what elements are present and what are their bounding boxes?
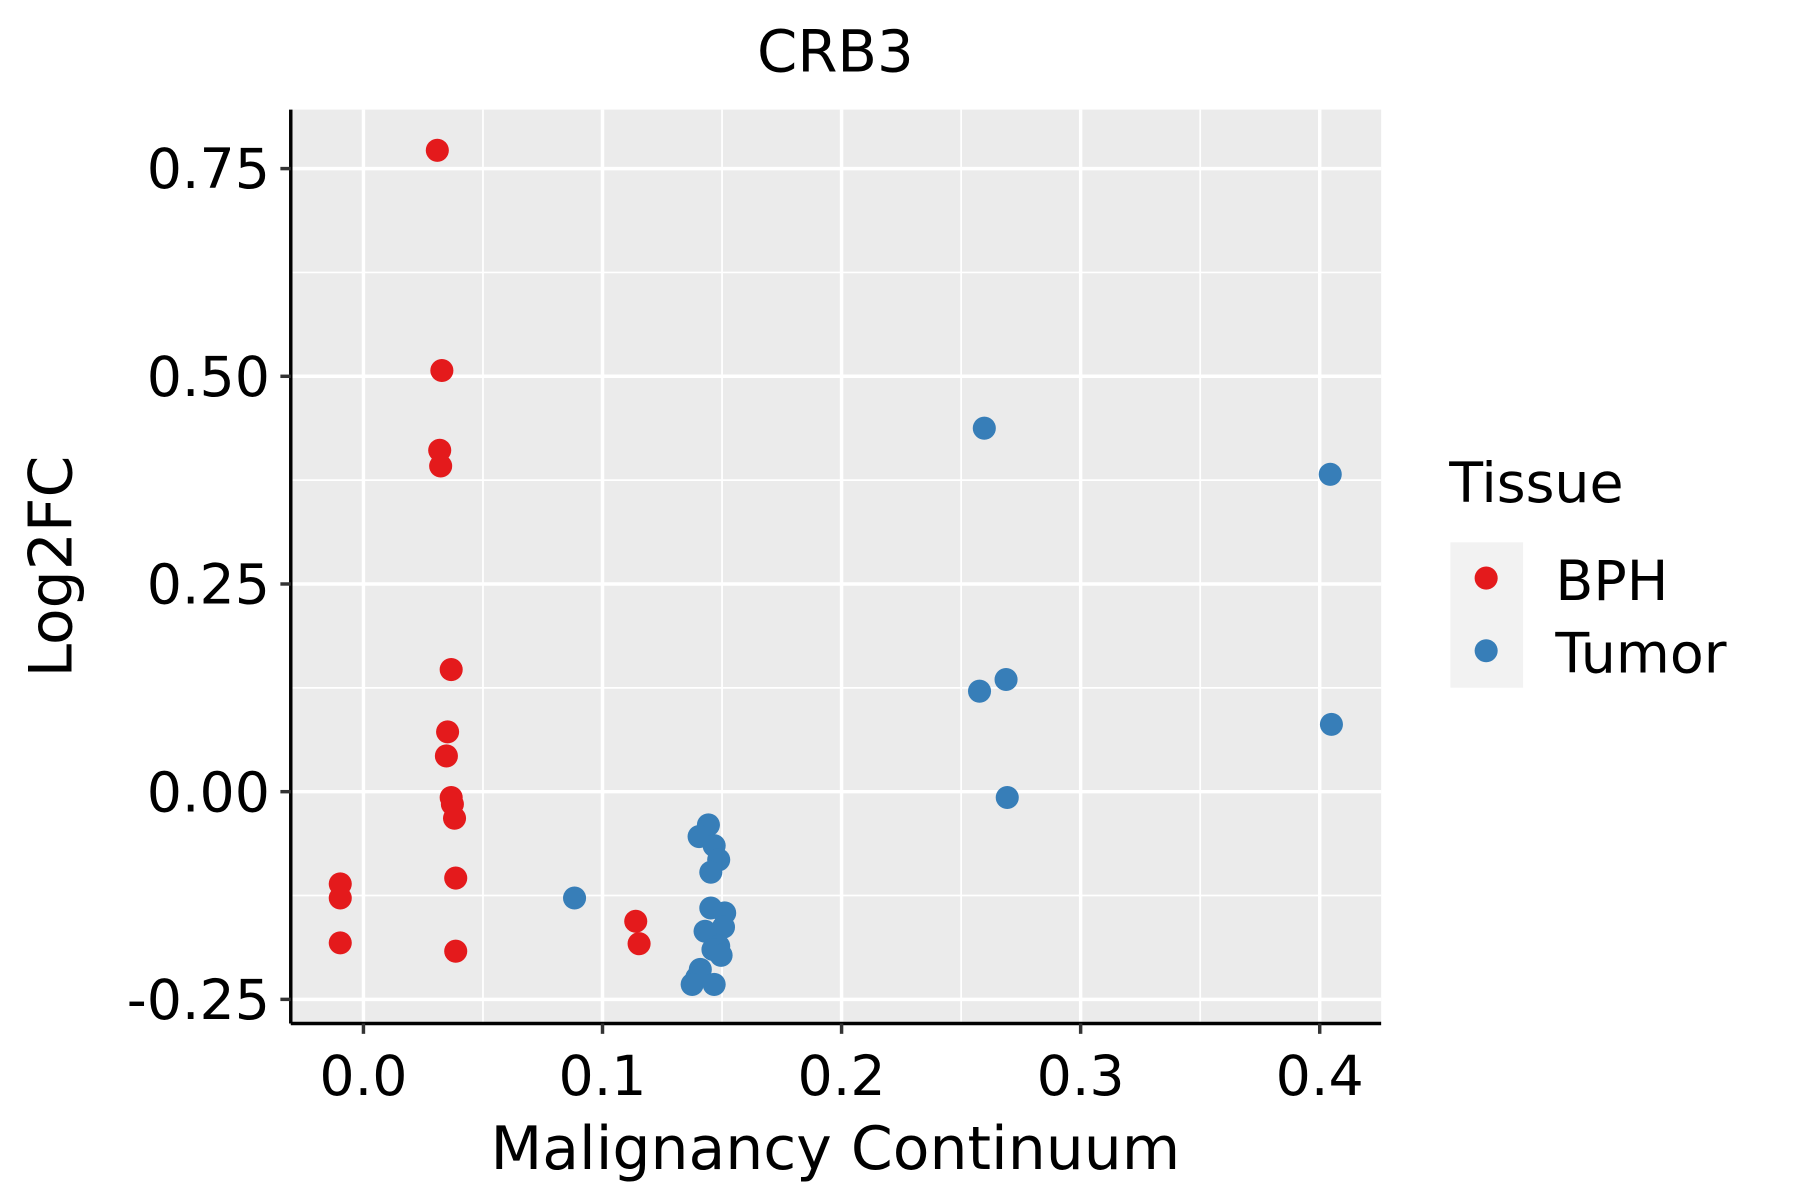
data-point-bph	[436, 720, 460, 744]
data-point-tumor	[967, 679, 992, 703]
data-point-tumor	[699, 860, 723, 884]
y-axis-label: Log2FC	[17, 456, 87, 678]
data-point-bph	[444, 939, 468, 963]
y-axis-ticks: 0.75 0.50 0.25 0.00 -0.25	[127, 138, 291, 1033]
gridlines	[290, 109, 1382, 1024]
data-point-bph	[328, 931, 352, 955]
data-point-bph	[444, 866, 468, 890]
data-point-bph	[430, 358, 454, 383]
legend-key-tumor	[1474, 639, 1498, 663]
data-point-tumor	[680, 972, 704, 996]
data-point-bph	[627, 932, 651, 956]
data-point-tumor	[972, 416, 996, 440]
x-axis-label: Malignancy Continuum	[491, 1114, 1181, 1184]
legend-label-tumor: Tumor	[1554, 623, 1726, 687]
legend-key-bph	[1474, 566, 1498, 590]
data-point-tumor	[995, 785, 1019, 810]
data-point-bph	[439, 658, 463, 682]
data-point-tumor	[693, 919, 717, 943]
x-tick-label: 0.2	[798, 1045, 886, 1109]
data-point-tumor	[1318, 462, 1342, 486]
legend: Tissue BPH Tumor	[1448, 452, 1727, 688]
data-point-bph	[442, 806, 467, 830]
data-point-bph	[429, 454, 453, 478]
data-point-bph	[328, 886, 352, 910]
x-tick-label: 0.0	[319, 1045, 407, 1109]
x-tick-label: 0.1	[558, 1045, 646, 1109]
chart-title: CRB3	[757, 18, 914, 86]
data-point-tumor	[709, 943, 733, 967]
legend-title: Tissue	[1448, 452, 1623, 516]
data-point-bph	[434, 744, 458, 768]
data-points	[328, 138, 1343, 996]
x-tick-label: 0.4	[1276, 1045, 1364, 1109]
y-tick-label: 0.50	[147, 346, 270, 410]
y-tick-label: 0.75	[147, 138, 270, 202]
x-axis-ticks: 0.0 0.1 0.2 0.3 0.4	[319, 1023, 1364, 1109]
x-tick-label: 0.3	[1037, 1045, 1125, 1109]
legend-label-bph: BPH	[1555, 550, 1668, 614]
data-point-bph	[425, 138, 449, 162]
data-point-tumor	[563, 886, 587, 910]
y-tick-label: 0.25	[147, 554, 270, 618]
data-point-tumor	[1319, 712, 1343, 736]
data-point-tumor	[702, 972, 726, 996]
data-point-tumor	[711, 915, 736, 939]
legend-key-background	[1450, 542, 1524, 688]
data-point-tumor	[994, 667, 1018, 692]
y-tick-label: 0.00	[147, 761, 270, 825]
data-point-bph	[624, 909, 648, 933]
y-tick-label: -0.25	[127, 969, 270, 1033]
